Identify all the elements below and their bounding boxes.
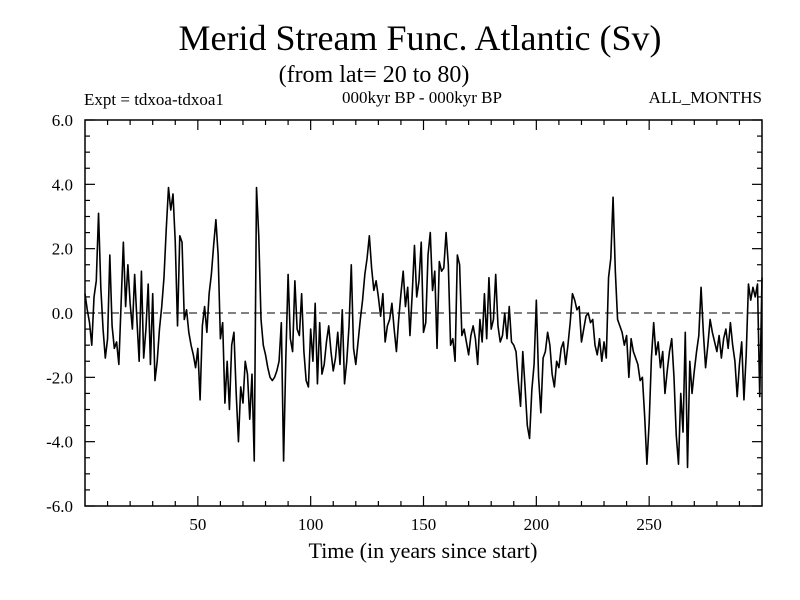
series-line <box>84 186 763 469</box>
x-tick-label: 150 <box>411 515 437 534</box>
chart-title: Merid Stream Func. Atlantic (Sv) <box>179 18 662 58</box>
y-tick-label: 6.0 <box>52 111 73 130</box>
y-tick-label: -4.0 <box>46 433 73 452</box>
x-tick-label: 50 <box>189 515 206 534</box>
x-tick-label: 250 <box>636 515 662 534</box>
x-tick-label: 100 <box>298 515 324 534</box>
y-tick-label: -2.0 <box>46 368 73 387</box>
y-tick-label: -6.0 <box>46 497 73 516</box>
months-label: ALL_MONTHS <box>649 88 762 107</box>
period-label: 000kyr BP - 000kyr BP <box>342 88 502 107</box>
x-tick-label: 200 <box>524 515 550 534</box>
y-tick-label: 4.0 <box>52 175 73 194</box>
y-tick-label: 2.0 <box>52 240 73 259</box>
y-tick-label: 0.0 <box>52 304 73 323</box>
x-axis-label: Time (in years since start) <box>309 538 538 563</box>
chart-subtitle: (from lat= 20 to 80) <box>279 62 470 88</box>
plot-frame <box>84 119 763 507</box>
experiment-label: Expt = tdxoa-tdxoa1 <box>84 90 224 109</box>
